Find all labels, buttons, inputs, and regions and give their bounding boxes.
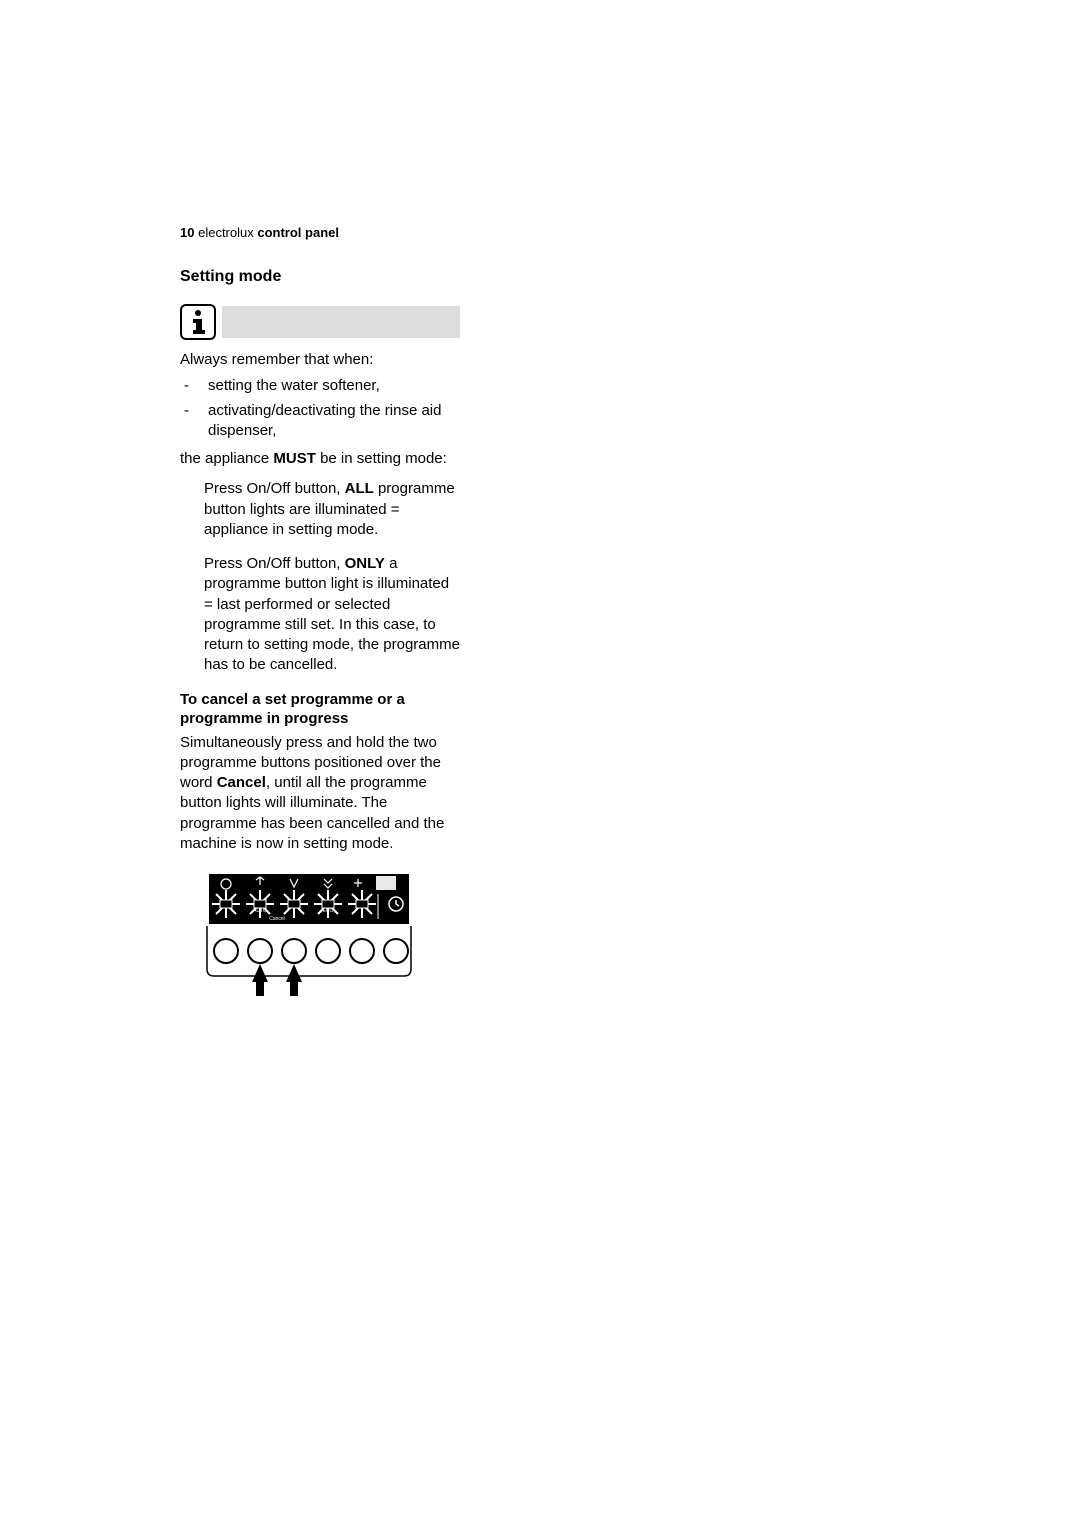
list-item: - activating/deactivating the rinse aid … (180, 401, 460, 442)
info-callout (180, 304, 460, 340)
cancel-heading: To cancel a set programme or a programme… (180, 690, 460, 729)
page-number: 10 (180, 225, 194, 240)
must-line: the appliance MUST be in setting mode: (180, 449, 460, 469)
intro-text: Always remember that when: (180, 350, 460, 370)
svg-text:Cancel: Cancel (269, 916, 285, 922)
section-name: control panel (257, 225, 339, 240)
section-heading: Setting mode (180, 268, 460, 286)
list-item: - setting the water softener, (180, 376, 460, 396)
info-icon (180, 304, 216, 340)
setting-block-only: Press On/Off button, ONLY a programme bu… (204, 554, 460, 676)
brand-name: electrolux (198, 225, 254, 240)
cancel-text: Simultaneously press and hold the two pr… (180, 733, 460, 855)
bullet-list: - setting the water softener, - activati… (180, 376, 460, 441)
page-header: 10 electrolux control panel (180, 225, 460, 240)
control-panel-figure: AUTO ECO Cancel (204, 874, 414, 1029)
info-bar (222, 306, 460, 338)
panel-label-auto: AUTO (253, 908, 267, 914)
panel-label-eco: ECO (323, 908, 334, 914)
document-page: 10 electrolux control panel Setting mode… (180, 225, 460, 1029)
setting-block-all: Press On/Off button, ALL programme butto… (204, 479, 460, 540)
